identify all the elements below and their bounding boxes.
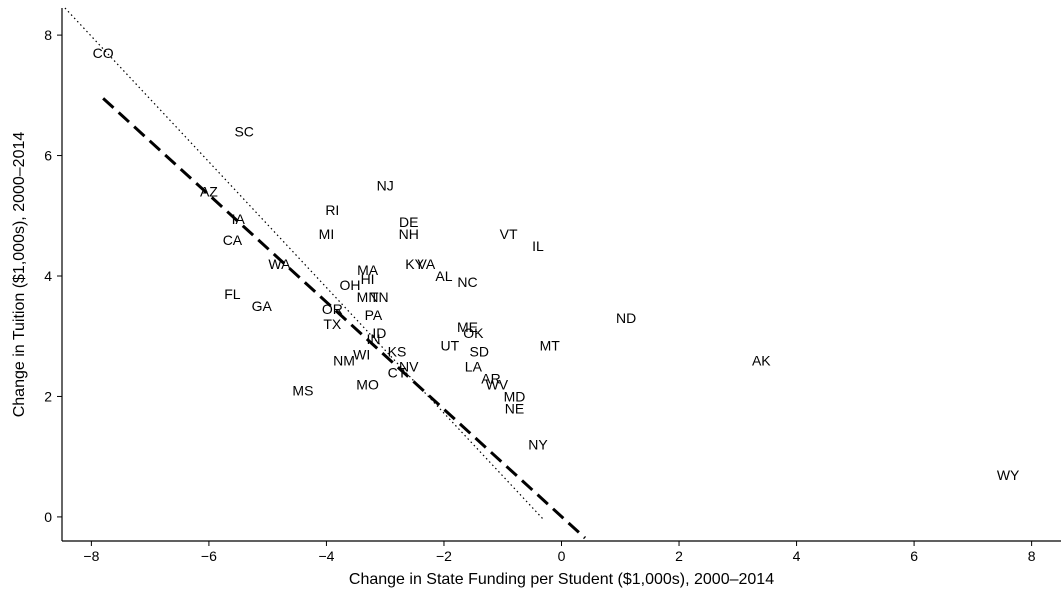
state-label-ms: MS [292,382,313,398]
x-tick-label: −6 [201,548,217,564]
x-tick-label: −4 [318,548,334,564]
state-label-va: VA [418,256,436,272]
state-label-mo: MO [356,376,379,392]
x-tick-label: 0 [558,548,566,564]
state-label-ne: NE [505,401,524,417]
state-label-nv: NV [399,358,419,374]
x-tick-label: 2 [675,548,683,564]
x-tick-label: 8 [1028,548,1036,564]
state-label-tx: TX [323,316,342,332]
x-tick-label: 6 [910,548,918,564]
state-label-sc: SC [234,123,253,139]
state-label-mn: MN [357,289,379,305]
state-label-wa: WA [268,256,291,272]
state-label-ga: GA [252,298,273,314]
state-label-il: IL [532,238,544,254]
state-label-id: ID [372,325,386,341]
x-tick-label: 4 [793,548,801,564]
axes: −8 −6 −4 −2 0 2 4 6 8 0 2 4 6 8 [44,8,1061,564]
state-label-or: OR [322,301,343,317]
state-label-mi: MI [319,226,335,242]
state-label-ut: UT [441,337,460,353]
state-label-wv: WV [486,376,509,392]
y-tick-label: 6 [44,148,52,164]
state-label-ak: AK [752,352,771,368]
state-label-de: DE [399,214,418,230]
state-label-ny: NY [528,437,548,453]
state-label-hi: HI [361,271,375,287]
y-axis-title: Change in Tuition ($1,000s), 2000–2014 [11,132,28,418]
state-label-wy: WY [997,467,1020,483]
state-label-ok: OK [463,325,484,341]
state-label-nh: NH [399,226,419,242]
state-label-la: LA [465,358,483,374]
fit-lines [64,7,587,540]
state-label-ct: CT [388,364,407,380]
state-label-md: MD [504,388,526,404]
state-label-me: ME [457,319,478,335]
state-label-nm: NM [333,352,355,368]
y-tick-label: 4 [44,268,52,284]
state-label-nd: ND [616,310,636,326]
y-tick-label: 0 [44,509,52,525]
x-axis-title: Change in State Funding per Student ($1,… [349,571,774,588]
dashed-fit-line [102,97,587,540]
state-label-mt: MT [540,337,561,353]
y-ticks: 0 2 4 6 8 [44,27,62,525]
state-label-nj: NJ [377,178,394,194]
state-label-tn: TN [370,289,389,305]
state-label-fl: FL [224,286,241,302]
state-label-wi: WI [353,346,370,362]
state-label-ia: IA [232,211,246,227]
y-tick-label: 8 [44,27,52,43]
state-label-pa: PA [365,307,383,323]
state-label-ky: KY [405,256,424,272]
state-label-ar: AR [481,370,500,386]
y-tick-label: 2 [44,388,52,404]
state-label-ri: RI [325,202,339,218]
state-label-ks: KS [388,343,407,359]
x-ticks: −8 −6 −4 −2 0 2 4 6 8 [83,541,1036,564]
state-label-az: AZ [200,184,218,200]
state-label-ma: MA [357,262,379,278]
state-label-oh: OH [339,277,360,293]
state-label-ca: CA [223,232,243,248]
dotted-fit-line [64,7,545,521]
state-label-vt: VT [500,226,518,242]
x-tick-label: −2 [436,548,452,564]
state-label-nc: NC [457,274,477,290]
x-tick-label: −8 [83,548,99,564]
state-label-in: IN [366,331,380,347]
state-label-co: CO [93,45,114,61]
state-label-al: AL [435,268,452,284]
state-label-sd: SD [470,343,489,359]
